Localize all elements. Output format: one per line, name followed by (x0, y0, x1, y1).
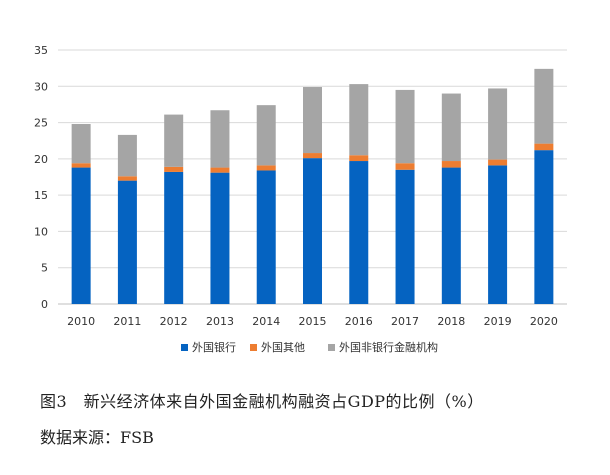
bar-segment-1 (210, 172, 230, 304)
y-tick-label: 30 (34, 80, 48, 93)
bar-segment-2 (441, 161, 461, 168)
bar-segment-1 (303, 158, 322, 304)
x-tick-label: 2017 (391, 315, 419, 328)
x-tick-label: 2020 (530, 315, 558, 328)
bar-segment-2 (488, 159, 508, 166)
bar-segment-3 (164, 114, 184, 167)
bar-segment-2 (395, 163, 415, 170)
x-axis-ticks: 2010 2011 2012 2013 2014 2015 2016 2017 2018 2019… (67, 315, 558, 328)
y-tick-label: 15 (34, 189, 48, 202)
legend-swatch (181, 344, 188, 351)
bar-segment-3 (303, 87, 322, 154)
bar-segment-1 (71, 167, 91, 304)
bar-segment-3 (534, 68, 554, 144)
x-tick-label: 2010 (67, 315, 95, 328)
bar-segment-3 (256, 105, 276, 166)
x-tick-label: 2018 (437, 315, 465, 328)
bar-segment-3 (488, 88, 508, 160)
bar-segment-2 (117, 176, 137, 181)
x-tick-label: 2011 (113, 315, 141, 328)
bar-segment-2 (349, 155, 369, 162)
legend-label: 外国非银行金融机构 (339, 340, 438, 354)
bar-segment-3 (71, 124, 91, 164)
bar-segment-2 (210, 167, 230, 173)
y-axis-ticks: 0 5 10 15 20 25 30 35 (34, 44, 48, 311)
legend-swatch (328, 344, 335, 351)
bar-segment-1 (349, 161, 369, 304)
bar-segment-3 (117, 134, 137, 177)
x-tick-label: 2013 (206, 315, 234, 328)
bar-segment-2 (534, 143, 554, 151)
bar-segment-2 (71, 163, 91, 168)
chart-area: 0 5 10 15 20 25 30 35 2010 2011 2012 2013 2014 2015 2… (34, 44, 567, 354)
bar-segment-1 (395, 169, 415, 304)
x-tick-label: 2019 (484, 315, 512, 328)
y-tick-label: 20 (34, 153, 48, 166)
bar-segment-2 (303, 153, 322, 159)
legend-label: 外国银行 (192, 340, 236, 354)
y-tick-label: 25 (34, 117, 48, 130)
y-tick-label: 35 (34, 44, 48, 57)
y-tick-label: 10 (34, 225, 48, 238)
bars (71, 68, 554, 304)
bar-segment-3 (349, 84, 369, 156)
bar-segment-2 (164, 166, 184, 172)
x-tick-label: 2016 (345, 315, 373, 328)
x-tick-label: 2015 (299, 315, 327, 328)
y-tick-label: 5 (41, 262, 48, 275)
bar-segment-1 (488, 165, 508, 304)
bar-segment-1 (441, 167, 461, 304)
bar-segment-3 (395, 89, 415, 164)
bar-segment-3 (210, 110, 230, 168)
x-tick-label: 2014 (252, 315, 280, 328)
figure-caption: 图3 新兴经济体来自外国金融机构融资占GDP的比例（%） (40, 392, 484, 411)
bar-segment-3 (441, 93, 461, 162)
bar-segment-1 (534, 150, 554, 304)
bar-segment-1 (256, 170, 276, 304)
bar-segment-2 (256, 165, 276, 171)
data-source: 数据来源：FSB (40, 428, 154, 447)
bar-segment-1 (164, 171, 184, 304)
legend-swatch (250, 344, 257, 351)
x-tick-label: 2012 (160, 315, 188, 328)
legend: 外国银行 外国其他 外国非银行金融机构 (181, 340, 438, 354)
y-tick-label: 0 (41, 298, 48, 311)
legend-label: 外国其他 (261, 341, 305, 354)
bar-segment-1 (117, 180, 137, 304)
